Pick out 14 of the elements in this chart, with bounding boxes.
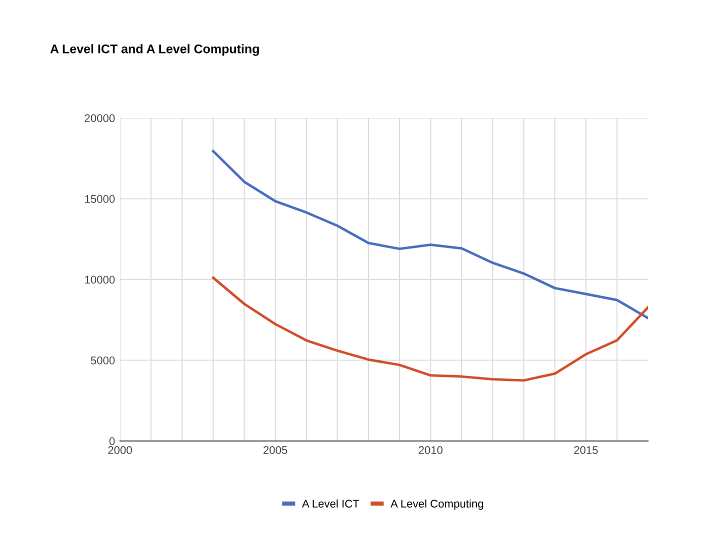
legend-label: A Level Computing (390, 499, 484, 510)
x-tick-label: 2015 (574, 446, 598, 454)
legend-label: A Level ICT (302, 499, 360, 508)
line-series (212, 150, 648, 320)
y-tick-label: 20000 (84, 114, 115, 122)
y-tick-label: 0 (109, 437, 115, 446)
line-series (212, 276, 648, 382)
y-tick-label: 15000 (85, 195, 115, 203)
x-tick-label: 2000 (108, 446, 132, 454)
x-tick-label: 2005 (263, 446, 288, 454)
chart-title: A Level ICT and A Level Computing (50, 44, 259, 56)
y-tick-label: 10000 (85, 276, 115, 284)
y-tick-label: 5000 (90, 356, 115, 364)
x-tick-label: 2010 (418, 446, 443, 454)
